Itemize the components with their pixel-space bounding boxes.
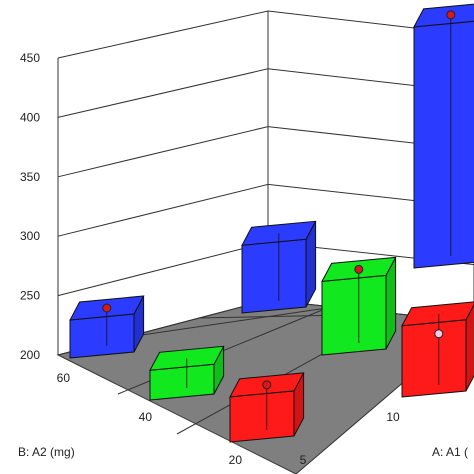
- z-tick-label: 450: [20, 51, 40, 65]
- design-point-marker: [262, 380, 272, 390]
- design-point-marker: [102, 303, 112, 313]
- design-point-marker: [354, 264, 364, 274]
- x-axis-title: A: A1 (: [432, 445, 468, 459]
- bar: [241, 220, 317, 314]
- y-tick-label: 40: [139, 410, 153, 424]
- back-wall-left: [58, 11, 268, 355]
- bar: [321, 256, 397, 356]
- z-tick-labels: 200 250 300 350 400 450: [20, 51, 40, 362]
- bar-top-face: [413, 3, 474, 28]
- x-tick-label: 10: [386, 410, 400, 424]
- bar-side-face: [465, 303, 474, 392]
- z-tick-label: 350: [20, 170, 40, 184]
- bar-front-face: [401, 319, 467, 398]
- x-tick-label: 5: [300, 453, 307, 467]
- y-tick-label: 60: [57, 371, 71, 385]
- bar-front-face: [321, 274, 387, 356]
- design-point-marker: [446, 10, 456, 20]
- bar: [149, 345, 225, 401]
- z-tick-label: 400: [20, 110, 40, 124]
- y-tick-label: 20: [229, 453, 243, 467]
- design-point-marker: [434, 329, 444, 339]
- bar-front-face: [241, 238, 307, 314]
- bar-front-face: [413, 20, 474, 269]
- z-tick-label: 200: [20, 348, 40, 362]
- bar: [401, 301, 474, 398]
- bar-top-face: [401, 301, 474, 327]
- floor-grid-line: [127, 307, 328, 338]
- bar-front-face: [229, 390, 295, 443]
- bar: [69, 295, 145, 359]
- bar: [229, 372, 305, 443]
- bars-group: [69, 3, 474, 443]
- z-tick-label: 250: [20, 289, 40, 303]
- y-axis-title: B: A2 (mg): [18, 445, 75, 459]
- bar: [413, 3, 474, 269]
- z-tick-label: 300: [20, 229, 40, 243]
- bar-front-face: [69, 313, 135, 359]
